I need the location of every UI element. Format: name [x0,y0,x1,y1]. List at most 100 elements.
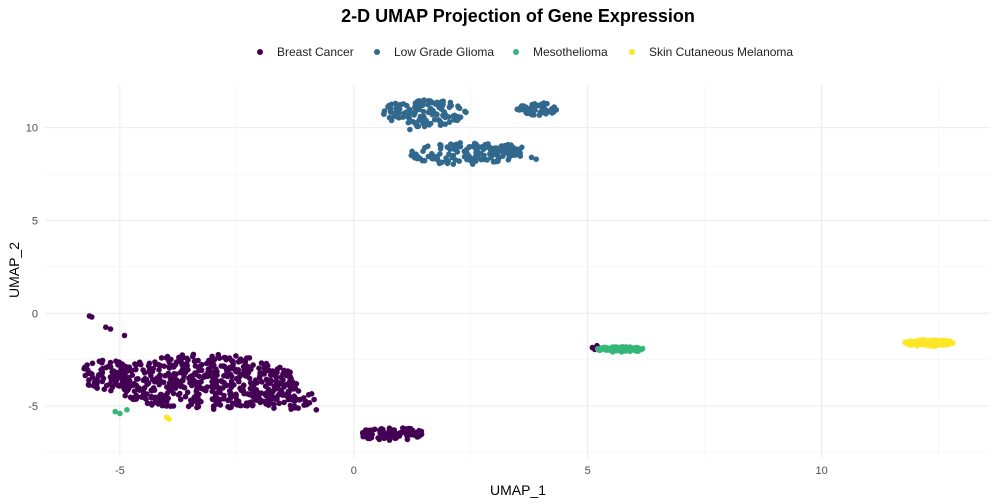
point-breast-cancer [406,425,412,432]
point-breast-cancer [158,355,165,361]
point-breast-cancer [372,426,378,433]
point-low-grade-glioma [463,146,470,153]
point-low-grade-glioma [435,117,442,123]
point-skin-cutaneous-melanoma [944,339,951,346]
point-breast-cancer [188,401,195,407]
legend-label: Skin Cutaneous Melanoma [649,45,793,59]
point-breast-cancer [149,402,155,408]
legend-item: Mesothelioma [513,45,608,59]
point-low-grade-glioma [533,156,539,162]
point-breast-cancer [264,363,271,369]
point-breast-cancer [212,402,219,408]
point-breast-cancer [187,378,194,385]
point-breast-cancer [265,402,272,408]
legend-swatch [513,49,519,55]
legend-swatch [257,49,263,55]
point-low-grade-glioma [429,150,435,157]
point-breast-cancer [417,431,424,438]
point-breast-cancer [183,361,189,367]
point-breast-cancer [125,385,132,392]
point-breast-cancer [221,363,228,370]
point-low-grade-glioma [457,114,464,120]
point-breast-cancer [164,403,171,409]
point-skin-cutaneous-melanoma [909,340,916,347]
x-tick-label: 10 [815,465,827,477]
point-breast-cancer [377,430,383,436]
point-breast-cancer [280,377,286,383]
point-breast-cancer [141,394,148,401]
point-low-grade-glioma [505,147,511,153]
point-low-grade-glioma [505,141,511,148]
point-low-grade-glioma [381,108,388,114]
point-breast-cancer [271,405,277,411]
point-breast-cancer [86,382,92,389]
point-breast-cancer [235,378,242,384]
point-skin-cutaneous-melanoma [940,337,946,344]
point-breast-cancer [177,396,184,403]
point-mesothelioma [609,349,616,355]
point-breast-cancer [221,392,227,399]
point-low-grade-glioma [438,143,444,150]
point-low-grade-glioma [453,144,460,151]
point-breast-cancer [308,391,315,397]
point-breast-cancer [112,381,119,387]
point-breast-cancer [99,357,106,364]
point-low-grade-glioma [430,108,437,114]
point-breast-cancer [140,367,146,373]
point-breast-cancer [107,374,114,380]
point-breast-cancer [301,395,307,401]
point-low-grade-glioma [436,160,443,167]
legend-label: Breast Cancer [277,45,354,59]
point-low-grade-glioma [393,113,399,120]
point-low-grade-glioma [400,101,407,107]
point-breast-cancer [189,382,195,389]
point-breast-cancer [207,371,213,377]
point-breast-cancer [182,393,189,400]
legend-item: Breast Cancer [257,45,354,59]
point-low-grade-glioma [483,144,489,151]
point-breast-cancer [157,362,164,369]
point-low-grade-glioma [421,114,427,121]
x-tick-label: 5 [585,465,591,477]
point-breast-cancer [267,372,274,378]
point-breast-cancer [160,379,167,386]
point-low-grade-glioma [427,120,434,127]
point-mesothelioma [636,346,643,352]
point-breast-cancer [208,383,215,390]
point-low-grade-glioma [412,104,418,110]
point-breast-cancer [164,353,171,360]
legend-swatch [374,49,380,55]
point-breast-cancer [267,379,274,386]
point-breast-cancer [386,425,393,432]
point-low-grade-glioma [386,114,393,121]
point-low-grade-glioma [473,143,479,150]
point-breast-cancer [149,366,155,372]
point-breast-cancer [256,365,262,372]
point-breast-cancer [222,354,229,361]
point-breast-cancer [262,383,269,390]
point-low-grade-glioma [447,99,454,106]
legend-swatch [629,49,635,55]
point-low-grade-glioma [406,115,413,121]
point-breast-cancer [184,389,191,396]
point-breast-cancer [365,434,371,441]
point-breast-cancer [210,396,217,403]
point-breast-cancer [114,369,120,376]
point-low-grade-glioma [499,145,506,151]
point-low-grade-glioma [414,98,421,105]
point-breast-cancer [242,357,249,364]
point-breast-cancer [287,373,293,380]
point-breast-cancer [246,375,253,382]
point-breast-cancer [273,378,279,385]
point-breast-cancer [191,358,198,365]
point-breast-cancer [381,435,388,442]
point-breast-cancer [118,369,124,376]
legend: Breast Cancer Low Grade Glioma Mesotheli… [257,45,793,59]
point-breast-cancer [233,393,239,399]
point-breast-cancer [261,369,268,376]
point-breast-cancer [228,373,235,380]
point-breast-cancer [229,400,236,407]
point-breast-cancer [107,326,114,332]
point-low-grade-glioma [425,143,431,149]
